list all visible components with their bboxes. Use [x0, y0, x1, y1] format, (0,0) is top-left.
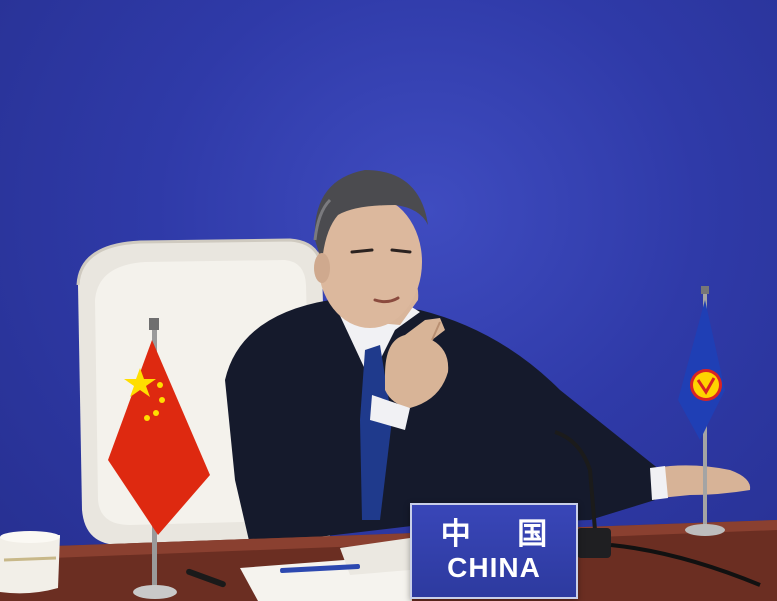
nameplate-english-label: CHINA: [447, 552, 541, 583]
pen: [186, 568, 226, 588]
teacup: [0, 531, 60, 594]
nameplate-chinese-label: 中 国: [440, 517, 566, 552]
asean-flag: [678, 286, 725, 536]
name-plate: 中 国 CHINA: [410, 503, 578, 599]
speaker: [225, 170, 751, 545]
documents: [240, 538, 412, 601]
china-flag: [108, 318, 210, 599]
microphone: [554, 430, 761, 587]
